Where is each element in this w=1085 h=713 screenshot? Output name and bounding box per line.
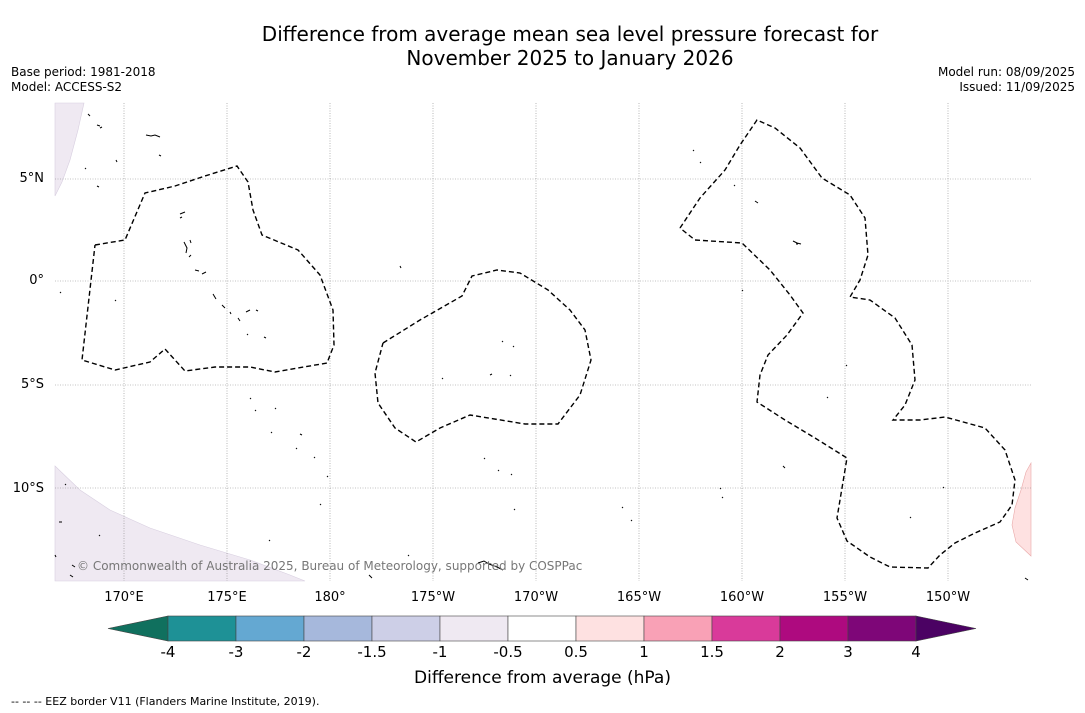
- colorbar-segment-8: [711, 615, 781, 642]
- colorbar-segment-7: [643, 615, 713, 642]
- colorbar-tick-label: 4: [911, 643, 921, 661]
- colorbar-tick-label: -2: [296, 643, 312, 661]
- colorbar-tick-label: -1: [432, 643, 448, 661]
- lon-label-150w: 150°W: [925, 590, 971, 605]
- colorbar-segment-2: [303, 615, 373, 642]
- lon-label-170e: 170°E: [104, 590, 144, 605]
- colorbar-tick-label: 0.5: [564, 643, 588, 661]
- islands: [54, 113, 1029, 581]
- issued-date: Issued: 11/09/2025: [959, 80, 1075, 94]
- colorbar-segment-10: [847, 615, 917, 642]
- lat-label-10s: 10°S: [12, 481, 44, 496]
- meta-left: Base period: 1981-2018 Model: ACCESS-S2: [11, 65, 156, 95]
- anomaly-region-southwest: [54, 465, 306, 582]
- model-name: Model: ACCESS-S2: [11, 80, 123, 94]
- lon-label-160w: 160°W: [719, 590, 765, 605]
- lon-label-170w: 170°W: [513, 590, 559, 605]
- colorbar-segment-3: [371, 615, 441, 642]
- anomaly-region-east: [1011, 461, 1032, 557]
- lon-label-155w: 155°W: [822, 590, 868, 605]
- colorbar-tick-label: -0.5: [493, 643, 523, 661]
- title-line-2: November 2025 to January 2026: [406, 46, 734, 70]
- map-area: [55, 103, 1031, 581]
- colorbar-segment-0: [167, 615, 237, 642]
- eez-borders: [81, 119, 1016, 569]
- lat-label-0: 0°: [29, 273, 44, 288]
- eez-border-line-islands: [679, 119, 1016, 569]
- colorbar-title: Difference from average (hPa): [414, 668, 671, 688]
- lat-label-5s: 5°S: [20, 377, 44, 392]
- lon-label-165w: 165°W: [616, 590, 662, 605]
- colorbar: [107, 615, 977, 642]
- colorbar-over-arrow: [915, 615, 977, 642]
- eez-border-tokelau-phoenix: [374, 269, 592, 443]
- island-marks-gilbert-chain: [183, 239, 267, 339]
- colorbar-segment-4: [439, 615, 509, 642]
- copyright-notice: © Commonwealth of Australia 2025, Bureau…: [77, 559, 583, 573]
- model-run: Model run: 08/09/2025: [937, 65, 1075, 79]
- island-marks-line-islands: [621, 149, 945, 522]
- colorbar-tick-label: 1: [639, 643, 649, 661]
- lon-label-180: 180°: [314, 590, 346, 605]
- colorbar-segment-5: [507, 615, 577, 642]
- base-period: Base period: 1981-2018: [11, 65, 156, 79]
- chart-title: Difference from average mean sea level p…: [0, 22, 1085, 70]
- island-marks-northwest: [84, 113, 186, 219]
- colorbar-tick-label: 2: [775, 643, 785, 661]
- anomaly-region-northwest: [54, 102, 85, 197]
- colorbar-under-arrow: [107, 615, 169, 642]
- gridlines: [55, 103, 1031, 581]
- lat-label-5n: 5°N: [19, 171, 45, 186]
- colorbar-segment-1: [235, 615, 305, 642]
- colorbar-segment-9: [779, 615, 849, 642]
- island-marks-phoenix: [441, 340, 516, 511]
- colorbar-tick-label: -4: [160, 643, 176, 661]
- colorbar-segment-6: [575, 615, 645, 642]
- colorbar-tick-label: 1.5: [700, 643, 724, 661]
- eez-legend-note: -- -- -- EEZ border V11 (Flanders Marine…: [11, 695, 320, 708]
- title-line-1: Difference from average mean sea level p…: [261, 22, 879, 46]
- eez-border-kiribati-gilbert: [81, 165, 335, 373]
- island-marks-tuvalu: [59, 265, 402, 506]
- meta-right: Model run: 08/09/2025 Issued: 11/09/2025: [938, 65, 1075, 95]
- lon-label-175w: 175°W: [410, 590, 456, 605]
- lon-label-175e: 175°E: [207, 590, 247, 605]
- colorbar-tick-label: -3: [228, 643, 244, 661]
- colorbar-tick-label: -1.5: [357, 643, 387, 661]
- colorbar-tick-label: 3: [843, 643, 853, 661]
- island-marks-south: [54, 483, 1029, 581]
